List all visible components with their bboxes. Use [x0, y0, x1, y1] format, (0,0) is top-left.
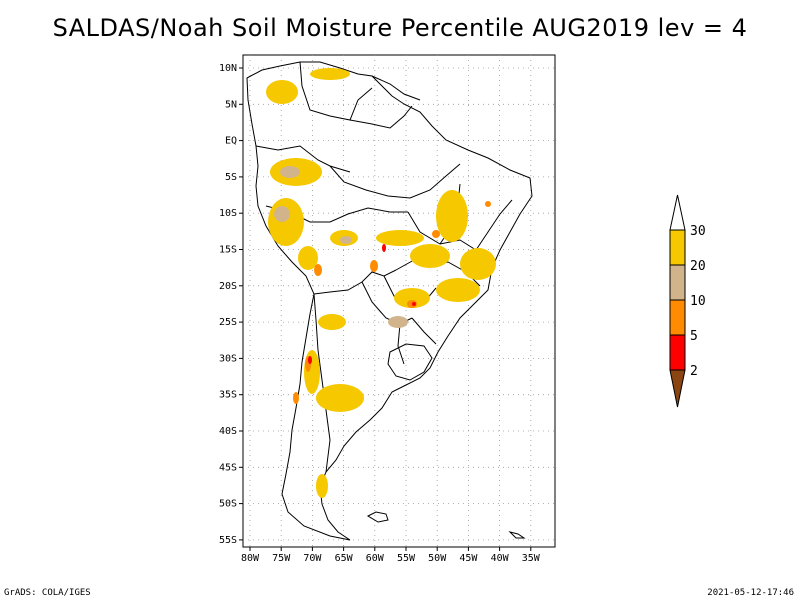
colorbar-label-20: 20	[690, 259, 706, 274]
colorbar-bottom-arrow	[669, 369, 686, 408]
lat-tick-label: 10S	[219, 208, 237, 219]
lat-tick-label: 5S	[225, 172, 237, 183]
lon-tick-label: 60W	[366, 553, 385, 564]
lon-tick-label: 70W	[303, 553, 322, 564]
grid-layer	[239, 55, 555, 551]
patch-argentina-central	[316, 384, 364, 412]
lat-tick-label: 30S	[219, 353, 237, 364]
latitude-labels: 10N 5N EQ 5S 10S 15S 20S 25S 30S 35S 40S 45S 50S 55S	[219, 63, 237, 546]
lat-tick-label: 50S	[219, 499, 237, 510]
patch-peru-central	[268, 198, 304, 246]
colorbar-label-2: 2	[690, 364, 698, 379]
lat-tick-label: 35S	[219, 390, 237, 401]
patch-red-2	[412, 302, 416, 306]
patch-chile-central	[304, 350, 320, 394]
lat-tick-label: 10N	[219, 63, 237, 74]
longitude-labels: 80W 75W 70W 65W 60W 55W 50W 45W 40W 35W	[241, 553, 541, 564]
patch-brazil-east	[460, 248, 496, 280]
patch-minas	[436, 278, 480, 302]
soil-moisture-patches	[266, 68, 496, 498]
colorbar-seg-10-20	[669, 264, 686, 301]
lon-tick-label: 65W	[335, 553, 354, 564]
lon-tick-label: 50W	[428, 553, 447, 564]
patch-sao-paulo	[394, 288, 430, 308]
lon-tick-label: 40W	[491, 553, 510, 564]
colorbar	[669, 194, 686, 408]
patch-orange-1	[314, 264, 322, 276]
patch-colombia	[266, 80, 298, 104]
patch-goias	[410, 244, 450, 268]
patch-mato-grosso	[376, 230, 424, 246]
patch-chaco	[318, 314, 346, 330]
patch-orange-6	[293, 392, 299, 404]
lat-tick-label: 5N	[225, 99, 237, 110]
patch-argentina-south	[316, 474, 328, 498]
patch-paraguay	[388, 316, 408, 328]
footer-credit: GrADS: COLA/IGES	[4, 588, 91, 598]
lon-tick-label: 35W	[522, 553, 541, 564]
map-title: SALDAS/Noah Soil Moisture Percentile AUG…	[52, 14, 748, 42]
patch-peru-north-tan	[280, 166, 300, 178]
colorbar-seg-20-30	[669, 229, 686, 266]
colorbar-seg-2-5	[669, 334, 686, 371]
patch-red-3	[308, 356, 312, 364]
lat-tick-label: 45S	[219, 462, 237, 473]
lon-tick-label: 45W	[459, 553, 478, 564]
lat-tick-label: EQ	[225, 136, 237, 147]
lon-tick-label: 80W	[241, 553, 260, 564]
colorbar-seg-5-10	[669, 299, 686, 336]
lat-tick-label: 15S	[219, 245, 237, 256]
lat-tick-label: 40S	[219, 426, 237, 437]
lon-tick-label: 75W	[272, 553, 291, 564]
patch-brazil-northeast	[436, 190, 468, 242]
patch-orange-3	[432, 230, 440, 238]
lat-tick-label: 20S	[219, 281, 237, 292]
colorbar-label-5: 5	[690, 329, 698, 344]
patch-orange-2	[370, 260, 378, 272]
lat-tick-label: 55S	[219, 535, 237, 546]
footer-timestamp: 2021-05-12-17:46	[707, 588, 794, 598]
colorbar-label-30: 30	[690, 224, 706, 239]
patch-venezuela	[310, 68, 350, 80]
lat-tick-label: 25S	[219, 317, 237, 328]
colorbar-top-arrow	[669, 194, 686, 231]
patch-bolivia-tan	[340, 236, 352, 244]
patch-peru-south	[298, 246, 318, 270]
patch-peru-central-tan	[274, 206, 290, 222]
lon-tick-label: 55W	[397, 553, 416, 564]
patch-red-1	[382, 244, 386, 252]
patch-orange-7	[485, 201, 491, 207]
colorbar-label-10: 10	[690, 294, 706, 309]
